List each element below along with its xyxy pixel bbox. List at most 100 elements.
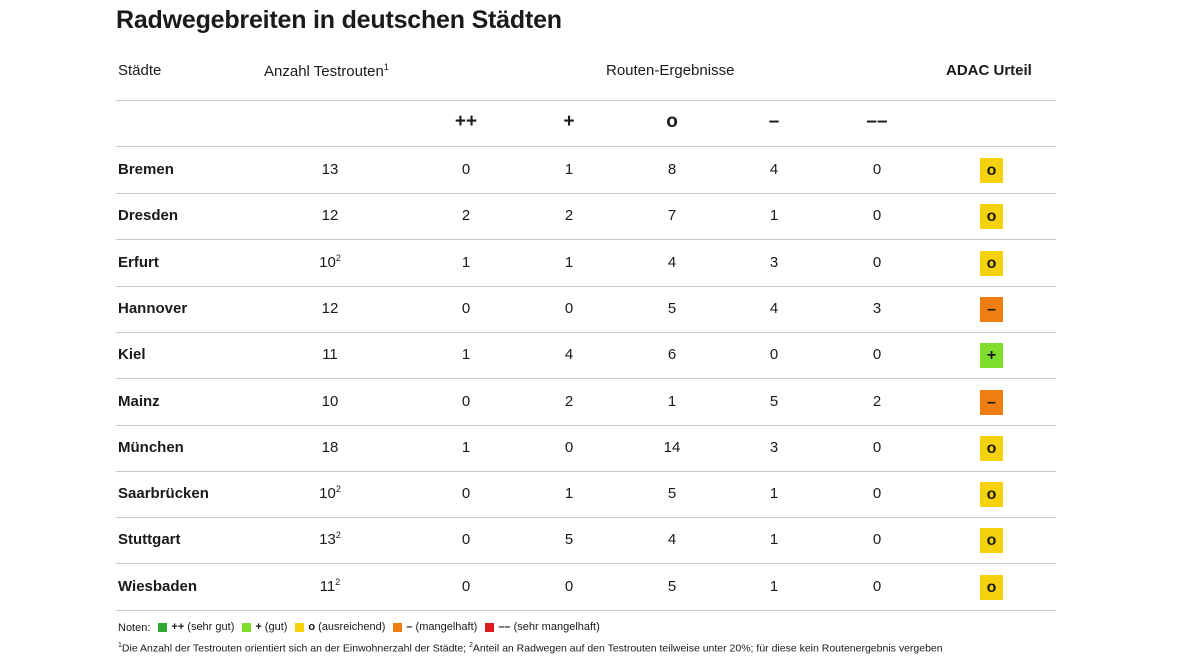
- verdict-badge: o: [980, 482, 1003, 508]
- footnote: 1Die Anzahl der Testrouten orientiert si…: [118, 642, 943, 655]
- route-count-footnote-mark: 2: [335, 576, 341, 587]
- header-route-count: Anzahl Testrouten1: [264, 62, 389, 80]
- footnote-text-1: Die Anzahl der Testrouten orientiert sic…: [121, 642, 469, 655]
- result-sehr-gut: 2: [461, 207, 471, 225]
- result-sehr-mangelhaft: 0: [872, 161, 882, 178]
- legend-symbol: –: [406, 621, 413, 633]
- route-count: 102: [300, 240, 360, 286]
- result-sehr-gut: 0: [461, 161, 471, 178]
- legend-swatch: [393, 622, 403, 632]
- route-count-value: 13: [319, 531, 336, 549]
- legend-text: (ausreichend): [318, 621, 386, 633]
- table-row: Kiel 11 1 4 6 0 0 +: [0, 332, 1180, 380]
- route-count: 11: [300, 332, 360, 378]
- city-name: Bremen: [118, 161, 174, 178]
- row-divider: [116, 424, 1056, 426]
- legend-item: –– (sehr mangelhaft): [485, 621, 600, 633]
- result-ausreichend: 5: [667, 485, 677, 503]
- result-sehr-gut: 1: [461, 438, 471, 456]
- result-gut: 2: [564, 207, 574, 225]
- city-name: Wiesbaden: [118, 577, 198, 595]
- result-mangelhaft: 0: [769, 346, 779, 364]
- result-gut: 0: [564, 438, 574, 456]
- legend-swatch: [485, 622, 495, 632]
- legend-text: (gut): [264, 621, 288, 633]
- row-divider: [116, 517, 1056, 519]
- result-ausreichend: 7: [667, 207, 677, 225]
- page-title: Radwegebreiten in deutschen Städten: [116, 6, 562, 34]
- legend-label: Noten:: [118, 621, 151, 634]
- route-count: 132: [300, 517, 360, 563]
- route-count-footnote-mark: 2: [335, 484, 341, 495]
- city-name: Hannover: [118, 299, 188, 317]
- table-row: Mainz 10 0 2 1 5 2 –: [0, 379, 1180, 426]
- legend-swatch: [295, 622, 305, 632]
- legend-symbol: ––: [498, 621, 511, 633]
- table-row: Dresden 12 2 2 7 1 0 o: [0, 193, 1180, 241]
- city-name: Kiel: [118, 346, 146, 364]
- footnote-mark-1: 1: [118, 642, 122, 649]
- result-gut: 4: [564, 346, 574, 364]
- route-count: 12: [300, 286, 360, 332]
- verdict-badge: o: [980, 250, 1003, 276]
- result-gut: 1: [564, 161, 574, 178]
- result-mangelhaft: 5: [769, 392, 779, 410]
- route-count-value: 18: [321, 438, 339, 456]
- verdict-badge: o: [980, 574, 1003, 600]
- table-row: Hannover 12 0 0 5 4 3 –: [0, 286, 1180, 333]
- result-ausreichend: 5: [667, 577, 677, 595]
- result-sehr-gut: 1: [461, 253, 471, 271]
- table-row: Bremen 13 0 1 8 4 0 o: [0, 147, 1180, 194]
- result-sehr-mangelhaft: 0: [872, 253, 882, 271]
- result-ausreichend: 4: [667, 253, 677, 271]
- city-name: Erfurt: [118, 253, 159, 271]
- footnote-text-2: Anteil an Radwegen auf den Testrouten te…: [472, 642, 943, 655]
- legend-swatch: [242, 622, 252, 632]
- verdict-badge: o: [980, 528, 1003, 554]
- row-divider: [116, 609, 1056, 611]
- result-sehr-gut: 0: [461, 299, 471, 317]
- result-sehr-mangelhaft: 0: [872, 207, 882, 225]
- route-count: 10: [300, 379, 360, 425]
- route-count: 18: [300, 425, 360, 471]
- result-gut: 1: [564, 485, 574, 503]
- route-count-value: 10: [319, 253, 336, 271]
- header-route-count-label: Anzahl Testrouten: [264, 63, 384, 80]
- result-gut: 0: [564, 577, 574, 595]
- route-count-footnote-mark: 2: [335, 252, 341, 263]
- result-sehr-mangelhaft: 0: [872, 485, 882, 503]
- route-count-value: 10: [321, 392, 339, 410]
- symbol-mangelhaft: –: [768, 111, 780, 132]
- legend-swatch: [158, 622, 168, 632]
- result-ausreichend: 1: [667, 392, 677, 410]
- symbol-sehr-gut: ++: [454, 111, 478, 132]
- route-count: 13: [300, 147, 360, 193]
- result-sehr-mangelhaft: 0: [872, 438, 882, 456]
- route-count: 112: [300, 564, 360, 610]
- symbol-gut: +: [563, 111, 575, 132]
- result-sehr-mangelhaft: 3: [872, 299, 882, 317]
- verdict-badge: –: [980, 389, 1003, 415]
- legend-item: + (gut): [242, 621, 287, 633]
- row-divider: [116, 193, 1056, 194]
- route-count-value: 11: [319, 577, 336, 595]
- row-divider: [116, 285, 1056, 287]
- route-count-footnote-mark: 2: [335, 530, 341, 541]
- result-sehr-gut: 0: [461, 392, 471, 410]
- result-sehr-gut: 0: [461, 531, 471, 549]
- legend-symbol: o: [308, 621, 316, 633]
- result-mangelhaft: 1: [769, 531, 779, 549]
- verdict-badge: o: [980, 435, 1003, 461]
- header-route-count-footnote-mark: 1: [383, 62, 389, 72]
- result-mangelhaft: 4: [769, 161, 779, 178]
- result-mangelhaft: 3: [769, 438, 779, 456]
- legend-item: ++ (sehr gut): [158, 621, 234, 633]
- result-gut: 0: [564, 299, 574, 317]
- city-name: Stuttgart: [118, 531, 181, 549]
- legend-text: (sehr gut): [187, 621, 235, 633]
- result-mangelhaft: 3: [769, 253, 779, 271]
- result-gut: 5: [564, 531, 574, 549]
- legend-symbol: ++: [171, 621, 185, 633]
- city-name: Dresden: [118, 207, 179, 225]
- row-divider: [116, 239, 1056, 241]
